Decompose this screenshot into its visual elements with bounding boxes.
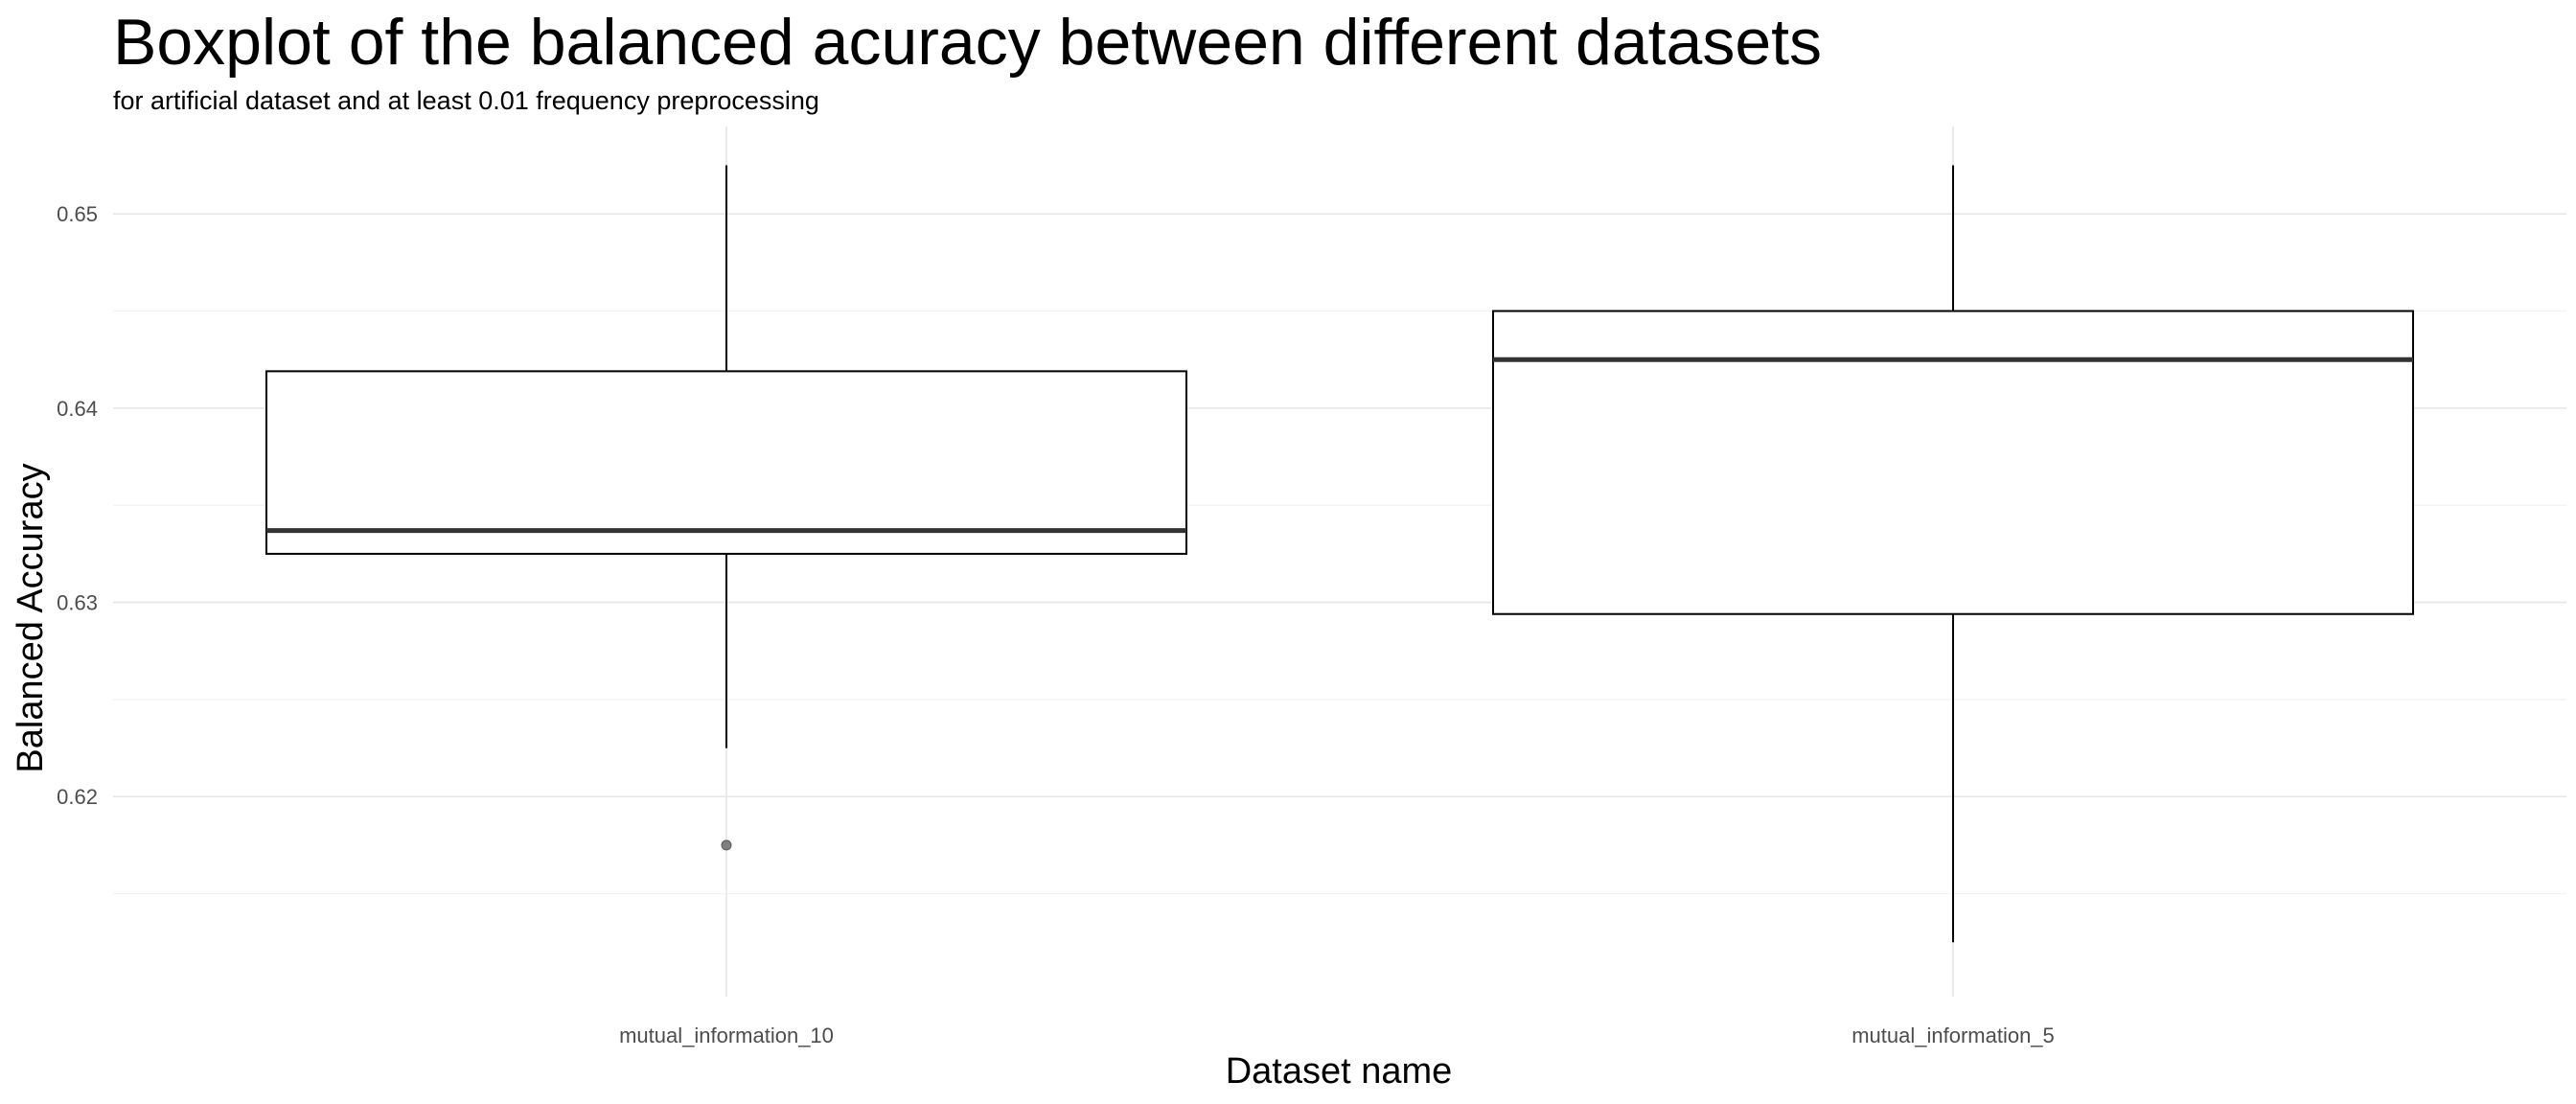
y-tick-label: 0.63	[57, 591, 98, 615]
y-tick-label: 0.65	[57, 202, 98, 226]
box-marks	[265, 165, 2414, 943]
tick-labels: 0.62 0.63 0.64 0.65 mutual_information_10 mut…	[57, 202, 2055, 1047]
x-axis-title: Dataset name	[1226, 1051, 1453, 1092]
x-tick-label: mutual_information_10	[619, 1024, 834, 1047]
y-tick-label: 0.62	[57, 785, 98, 809]
y-tick-label: 0.64	[57, 397, 98, 421]
chart-title: Boxplot of the balanced acuracy between …	[113, 6, 1823, 79]
chart-subtitle: for artificial dataset and at least 0.01…	[113, 86, 819, 115]
outlier-point	[721, 840, 732, 851]
box-iqr	[265, 370, 1187, 555]
y-axis-title: Balanced Accuracy	[11, 463, 51, 772]
x-tick-label: mutual_information_5	[1852, 1024, 2055, 1047]
box-iqr	[1492, 310, 2414, 615]
